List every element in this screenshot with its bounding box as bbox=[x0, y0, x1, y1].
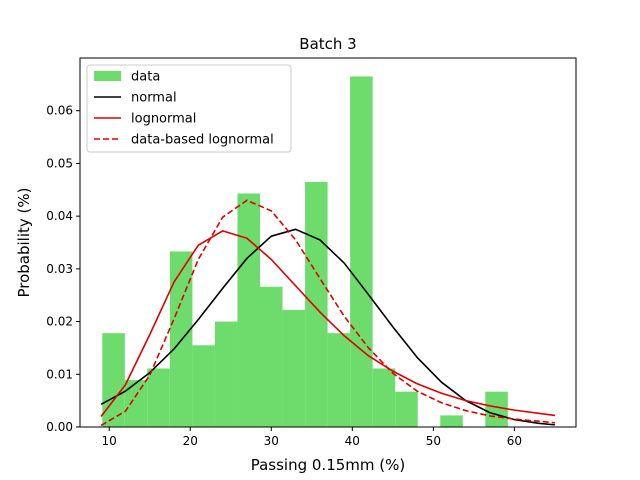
y-tick-label: 0.03 bbox=[46, 262, 73, 276]
y-tick-label: 0.06 bbox=[46, 104, 73, 118]
histogram-bar bbox=[372, 368, 396, 427]
legend-box bbox=[86, 64, 292, 153]
x-tick-label: 60 bbox=[507, 434, 522, 448]
y-tick-label: 0.05 bbox=[46, 156, 73, 170]
y-tick-label: 0.04 bbox=[46, 209, 73, 223]
histogram-bar bbox=[260, 286, 283, 427]
histogram-bar bbox=[350, 76, 373, 427]
x-tick-label: 20 bbox=[183, 434, 198, 448]
histogram-bar bbox=[102, 333, 125, 427]
histogram-bar bbox=[305, 181, 328, 427]
legend-label: lognormal bbox=[131, 112, 196, 127]
histogram-bar bbox=[124, 380, 148, 427]
normal-curve bbox=[100, 228, 556, 426]
legend-label: normal bbox=[131, 91, 177, 106]
legend-label: data bbox=[131, 70, 160, 85]
legend-swatch bbox=[94, 71, 121, 81]
data-based-lognormal-curve bbox=[100, 199, 556, 427]
x-tick-label: 40 bbox=[345, 434, 360, 448]
histogram-bar bbox=[327, 333, 351, 427]
histogram-bar bbox=[192, 345, 215, 427]
plot-frame bbox=[79, 57, 577, 428]
x-axis: 10 20 30 40 50 60 bbox=[102, 427, 522, 448]
histogram-bar bbox=[440, 415, 463, 427]
histogram-bar bbox=[485, 391, 508, 427]
histogram-bar bbox=[237, 193, 261, 427]
histogram-bar bbox=[214, 321, 238, 427]
histogram-bar bbox=[395, 391, 418, 427]
y-axis: 0.00 0.01 0.02 0.03 0.04 0.05 0.06 bbox=[46, 104, 80, 434]
curves-group bbox=[100, 199, 556, 427]
x-tick-label: 50 bbox=[426, 434, 441, 448]
y-axis-label: Probability (%) bbox=[15, 187, 33, 297]
y-tick-label: 0.02 bbox=[46, 315, 73, 329]
legend: data normal lognormal data-based lognormal bbox=[86, 64, 292, 153]
x-tick-label: 10 bbox=[102, 434, 117, 448]
legend-label: data-based lognormal bbox=[131, 133, 274, 148]
histogram-bar bbox=[147, 368, 170, 427]
chart-title: Batch 3 bbox=[299, 35, 356, 53]
lognormal-curve bbox=[100, 230, 556, 417]
x-axis-label: Passing 0.15mm (%) bbox=[251, 456, 406, 474]
histogram-bar bbox=[282, 309, 306, 427]
y-tick-label: 0.01 bbox=[46, 367, 73, 381]
x-tick-label: 30 bbox=[264, 434, 279, 448]
y-tick-label: 0.00 bbox=[46, 420, 73, 434]
